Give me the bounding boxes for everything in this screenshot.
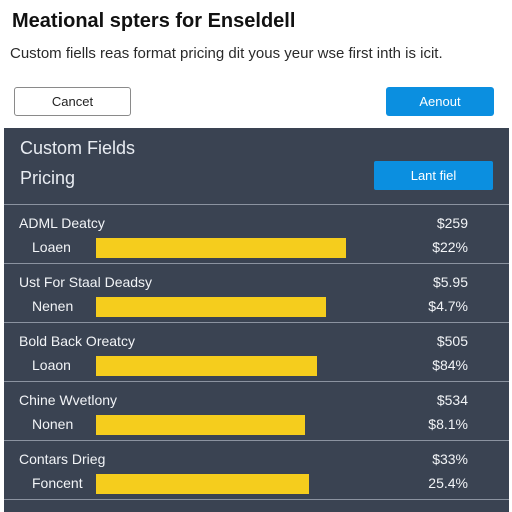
panel-subtitle: Pricing — [20, 168, 76, 188]
row-value: $505 — [436, 333, 468, 349]
row-title: ADML Deatcy — [19, 215, 105, 231]
row-percent: $22% — [432, 239, 468, 255]
row-value: $259 — [436, 215, 468, 231]
row-subtitle: Nenen — [32, 298, 74, 314]
row-value: $5.95 — [432, 274, 468, 290]
page-description: Custom fiells reas format pricing dit yo… — [10, 45, 443, 62]
row-subtitle: Nonen — [32, 416, 74, 432]
custom-fields-panel: Custom Fields Pricing Lant fiel ADML Dea… — [4, 128, 509, 512]
list-item[interactable]: Ust For Staal Deadsy Nenen $5.95 $4.7% — [4, 264, 509, 323]
row-subtitle: Loaon — [32, 357, 71, 373]
row-value: $33% — [432, 451, 468, 467]
cancel-button[interactable]: Cancet — [14, 87, 131, 116]
row-title: Bold Back Oreatcy — [19, 333, 135, 349]
row-bar — [96, 297, 326, 317]
list-item[interactable]: Chine Wvetlony Nonen $534 $8.1% — [4, 382, 509, 441]
row-percent: $4.7% — [428, 298, 468, 314]
row-title: Ust For Staal Deadsy — [19, 274, 153, 290]
row-value: $534 — [436, 392, 468, 408]
row-bar — [96, 474, 309, 494]
add-field-button[interactable]: Lant fiel — [374, 161, 493, 190]
row-title: Contars Drieg — [19, 451, 106, 467]
row-bar — [96, 238, 346, 258]
list-item[interactable]: ADML Deatcy Loaen $259 $22% — [4, 205, 509, 264]
row-percent: 25.4% — [428, 475, 468, 491]
row-percent: $8.1% — [428, 416, 468, 432]
primary-button[interactable]: Aenout — [386, 87, 494, 116]
row-subtitle: Loaen — [32, 239, 71, 255]
row-title: Chine Wvetlony — [19, 392, 118, 408]
row-subtitle: Foncent — [32, 475, 83, 491]
field-list: ADML Deatcy Loaen $259 $22% Ust For Staa… — [4, 204, 509, 500]
row-bar — [96, 356, 317, 376]
page-title: Meational spters for Enseldell — [12, 10, 296, 32]
list-item[interactable]: Contars Drieg Foncent $33% 25.4% — [4, 441, 509, 500]
row-percent: $84% — [432, 357, 468, 373]
panel-title: Custom Fields — [20, 138, 136, 158]
row-bar — [96, 415, 305, 435]
list-item[interactable]: Bold Back Oreatcy Loaon $505 $84% — [4, 323, 509, 382]
